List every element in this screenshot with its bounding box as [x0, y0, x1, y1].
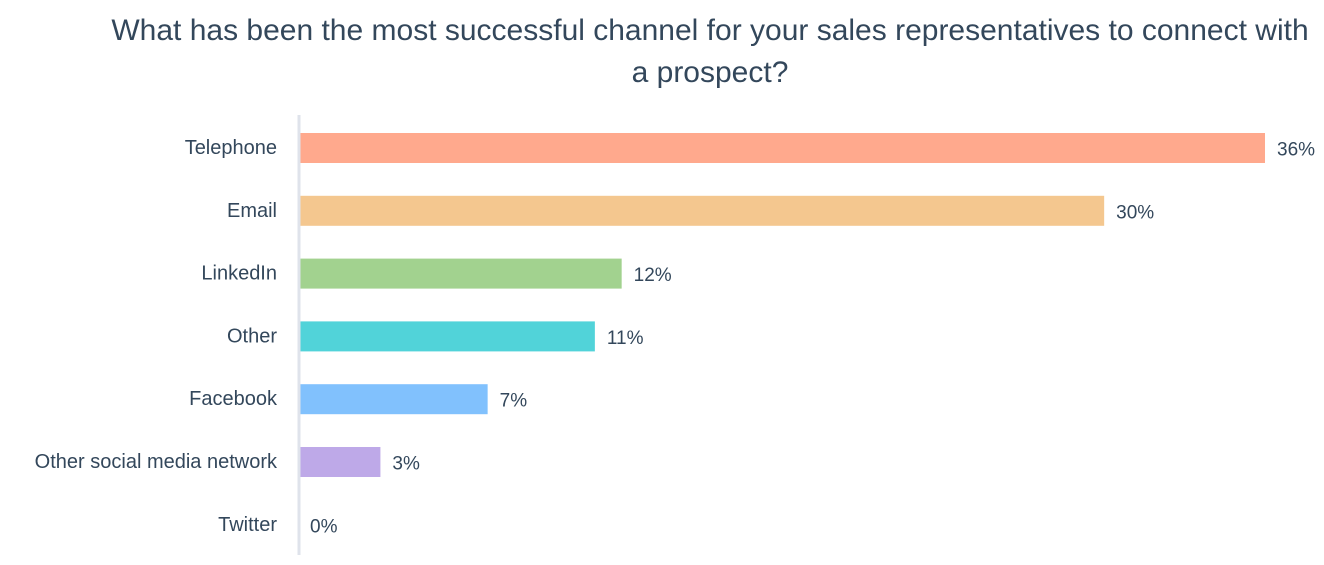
bars-layer: Telephone 36% Email 30% LinkedIn 12% Other 11% F… — [35, 133, 1315, 537]
bar — [300, 133, 1265, 163]
bar — [300, 321, 595, 352]
chart-title: What has been the most successful channe… — [111, 14, 1309, 89]
value-label: 3% — [392, 454, 420, 475]
value-label: 0% — [310, 516, 338, 537]
bar — [300, 447, 381, 477]
bar — [300, 195, 1105, 226]
category-label: Other — [227, 325, 277, 347]
category-label: Twitter — [218, 514, 277, 536]
category-label: Facebook — [189, 388, 278, 410]
value-label: 11% — [607, 328, 644, 349]
bar — [300, 258, 622, 289]
bar — [300, 384, 488, 415]
category-label: Email — [227, 200, 277, 222]
value-label: 36% — [1277, 140, 1315, 161]
value-label: 12% — [634, 265, 672, 286]
value-label: 7% — [500, 391, 528, 412]
category-label: Telephone — [185, 137, 277, 159]
category-label: LinkedIn — [201, 263, 277, 285]
category-label: Other social media network — [35, 451, 278, 473]
value-label: 30% — [1116, 202, 1154, 223]
